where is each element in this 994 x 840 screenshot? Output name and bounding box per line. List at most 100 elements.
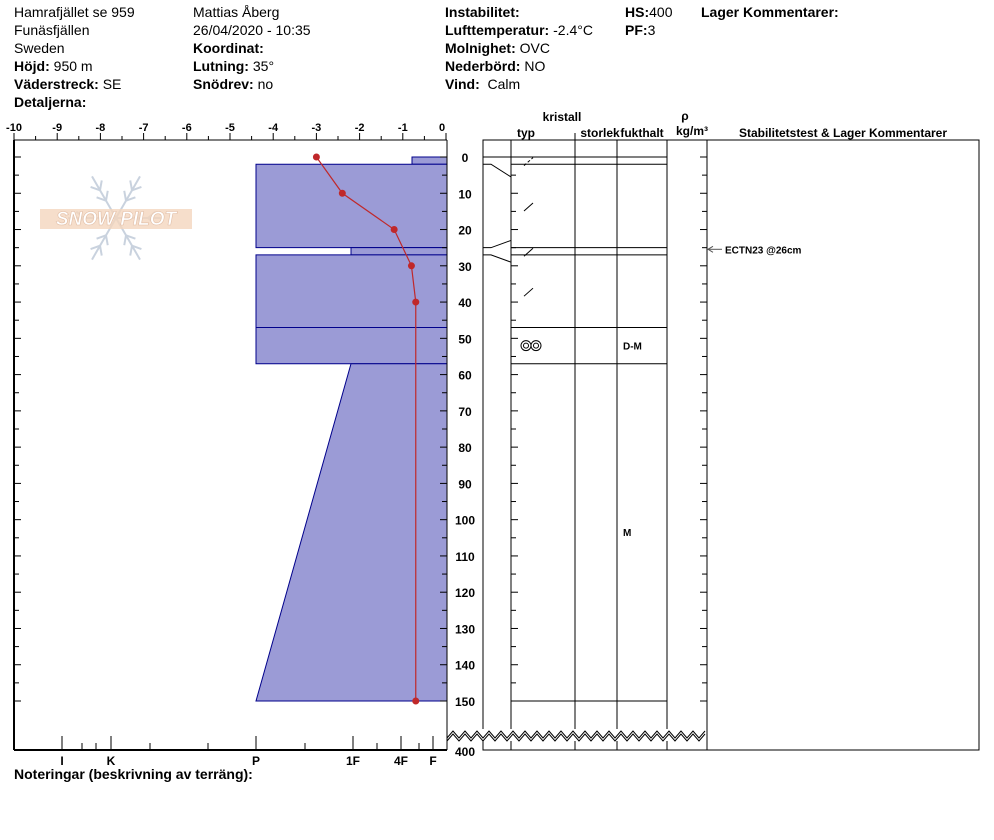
snowflake-branch (96, 196, 107, 202)
snowflake-branch (131, 244, 142, 251)
depth-tick-label: 70 (458, 405, 472, 419)
snowflake-branch (99, 180, 103, 191)
temperature-point (412, 697, 420, 705)
air-temp-label: Lufttemperatur: (445, 22, 550, 38)
elevation: Höjd: 950 m (14, 57, 93, 75)
hardness-layer (350, 247, 448, 256)
hs: HS:400 (625, 3, 672, 21)
temperature-point (390, 226, 398, 234)
slope-label: Lutning: (193, 58, 249, 74)
elevation-label: Höjd: (14, 58, 50, 74)
wind: Vind: Calm (445, 75, 520, 93)
wind-loading: Snödrev: no (193, 75, 273, 93)
wind-loading-label: Snödrev: (193, 76, 254, 92)
table-header-type: typ (517, 126, 535, 140)
depth-break-zigzag (446, 733, 706, 742)
snowflake-branch (105, 235, 109, 246)
depth-tick-label: 150 (455, 695, 475, 709)
snowflake-branch (90, 244, 101, 251)
snowflake-branch (131, 185, 142, 192)
wind-value: Calm (487, 76, 521, 92)
table-header-density-unit: kg/m³ (676, 124, 708, 138)
snowflake-branch (125, 196, 136, 202)
sky-value: OVC (519, 40, 550, 56)
snowflake-branch (105, 190, 109, 201)
air-temp-value: -2.4°C (553, 22, 593, 38)
temperature-tick-label: -5 (225, 122, 235, 134)
pf: PF:3 (625, 21, 655, 39)
depth-tick-label: 140 (455, 659, 475, 673)
depth-break-zigzag (446, 730, 706, 739)
air-temp: Lufttemperatur: -2.4°C (445, 21, 593, 39)
aspect-label: Väderstreck: (14, 76, 99, 92)
site-country: Sweden (14, 40, 65, 56)
depth-tick-label: 40 (458, 296, 472, 310)
temperature-tick-label: 0 (439, 122, 445, 134)
snowflake-branch (129, 180, 133, 191)
melt-freeze-icon (530, 340, 542, 352)
table-header-moisture: fukthalt (620, 126, 663, 140)
depth-tick-label: 100 (455, 514, 475, 528)
aspect: Väderstreck: SE (14, 75, 121, 93)
table-header-stability: Stabilitetstest & Lager Kommentarer (739, 126, 947, 140)
snowflake-branch (90, 185, 101, 192)
hardness-layer (255, 326, 448, 365)
hardness-tick-label: 4F (394, 754, 408, 768)
melt-freeze-icon (533, 342, 539, 349)
temperature-point (312, 153, 320, 161)
table-header-crystal: kristall (543, 110, 582, 124)
depth-tick-label: 30 (458, 260, 472, 274)
temperature-tick-label: -2 (355, 122, 365, 134)
hardness-layer (255, 363, 448, 702)
wind-loading-value: no (257, 76, 274, 92)
hardness-layer (255, 254, 448, 328)
hardness-tick-label: I (60, 754, 63, 768)
precip: Nederbörd: NO (445, 57, 545, 75)
pf-value: 3 (647, 22, 656, 38)
elevation-value: 950 m (53, 58, 93, 74)
site-range: Funäsfjällen (14, 22, 90, 38)
temperature-tick-label: -7 (139, 122, 149, 134)
table-header-rho: ρ (681, 109, 688, 123)
temperature-line (315, 156, 417, 701)
temperature-tick-label: -8 (96, 122, 106, 134)
temperature-point (338, 189, 346, 197)
depth-tick-label: 110 (455, 550, 475, 564)
snowflake-branch (129, 245, 133, 256)
depth-tick-label: 10 (458, 187, 472, 201)
layer-connector (483, 163, 512, 178)
depth-tick-label: 120 (455, 586, 475, 600)
hardness-tick-label: P (252, 754, 260, 768)
moisture-label: D-M (623, 342, 642, 353)
site-name: Hamrafjället se 959 (14, 4, 135, 20)
temperature-tick-label: -3 (312, 122, 322, 134)
slope: Lutning: 35° (193, 57, 274, 75)
hardness-tick-label: F (429, 754, 436, 768)
hardness-tick-label: K (107, 754, 116, 768)
snowflake-branch (125, 234, 136, 240)
slope-value: 35° (252, 58, 275, 74)
depth-tick-label: 50 (458, 332, 472, 346)
decomposing-particles-icon (523, 202, 534, 212)
depth-tick-label: 0 (462, 151, 469, 165)
hardness-layer (255, 163, 448, 249)
moisture-label: M (623, 528, 631, 539)
temperature-point (412, 298, 420, 306)
aspect-value: SE (102, 76, 122, 92)
coordinate-label: Koordinat: (193, 40, 264, 56)
decomposing-particles-icon (523, 287, 534, 297)
snowflake-branch (123, 190, 127, 201)
layer-connector (483, 254, 512, 263)
pf-label: PF: (625, 22, 648, 38)
melt-freeze-icon (523, 342, 529, 349)
wind-label: Vind: (445, 76, 480, 92)
depth-tick-label: 20 (458, 224, 472, 238)
hs-value: 400 (649, 4, 673, 20)
temperature-point (407, 262, 415, 270)
details-label: Detaljerna: (14, 94, 87, 110)
decomposing-particles-icon (523, 247, 534, 257)
temperature-tick-label: -6 (182, 122, 192, 134)
depth-break-label: 400 (455, 745, 475, 759)
temperature-tick-label: -1 (398, 122, 408, 134)
depth-tick-label: 130 (455, 622, 475, 636)
